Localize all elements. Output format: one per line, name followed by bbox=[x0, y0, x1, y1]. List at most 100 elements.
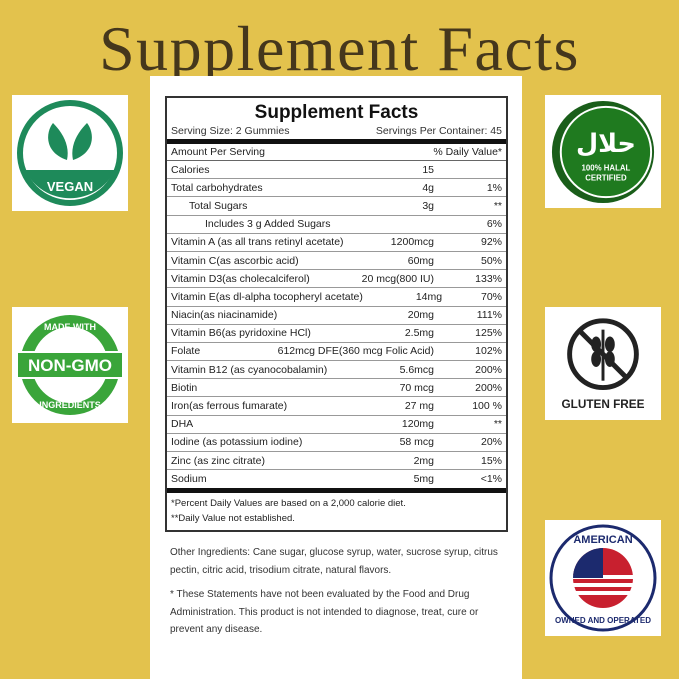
daily-value: 1% bbox=[486, 181, 502, 194]
table-row: Folate 612mcg DFE(360 mcg Folic Acid) 102% bbox=[167, 343, 506, 362]
non-gmo-icon: NON-GMO MADE WITH INGREDIENTS bbox=[16, 315, 124, 415]
nutrient-amount: 20 mcg(800 IU) bbox=[361, 272, 434, 285]
table-row: Total Sugars 3g ** bbox=[167, 197, 506, 216]
daily-value: 100 % bbox=[472, 400, 502, 413]
non-gmo-badge: NON-GMO MADE WITH INGREDIENTS bbox=[12, 307, 128, 423]
vegan-text: VEGAN bbox=[47, 179, 93, 194]
table-row: Vitamin C(as ascorbic acid) 60mg 50% bbox=[167, 252, 506, 271]
daily-value: 92% bbox=[480, 236, 502, 249]
daily-value: 200% bbox=[475, 363, 502, 376]
nutrient-amount: 5mg bbox=[413, 473, 434, 486]
nutrient-name: Iodine (as potassium iodine) bbox=[171, 436, 303, 449]
dv-header: % Daily Value* bbox=[433, 146, 502, 158]
daily-value: 50% bbox=[480, 254, 502, 267]
nutrient-amount: 5.6mcg bbox=[399, 363, 434, 376]
halal-badge: حلال 100% HALAL CERTIFIED bbox=[545, 95, 661, 208]
nutrient-amount: 58 mcg bbox=[399, 436, 434, 449]
fda-disclaimer: * These Statements have not been evaluat… bbox=[170, 589, 479, 635]
page-heading: Supplement Facts bbox=[99, 13, 580, 84]
nutrient-name: Vitamin B12 (as cyanocobalamin) bbox=[171, 363, 328, 376]
daily-value: 102% bbox=[475, 345, 502, 358]
nutrient-amount: 27 mg bbox=[404, 400, 434, 413]
servings-per-container: Servings Per Container: 45 bbox=[375, 125, 502, 137]
other-ingredients: Other Ingredients: Cane sugar, glucose s… bbox=[170, 547, 498, 576]
nutrient-amount: 120mg bbox=[401, 418, 434, 431]
nutrient-amount: 20mg bbox=[407, 309, 434, 322]
nutrient-name: Calories bbox=[171, 163, 210, 176]
nutrient-amount: 1200mcg bbox=[390, 236, 434, 249]
nutrient-name: Sodium bbox=[171, 473, 207, 486]
label-panel: Supplement Facts Serving Size: 2 Gummies… bbox=[150, 76, 522, 679]
table-row: Sodium 5mg <1% bbox=[167, 470, 506, 488]
daily-value: ** bbox=[493, 418, 502, 431]
nutrient-name: Vitamin A (as all trans retinyl acetate) bbox=[171, 236, 344, 249]
nutrient-name: Vitamin B6(as pyridoxine HCl) bbox=[171, 327, 311, 340]
nutrient-name: Niacin(as niacinamide) bbox=[171, 309, 278, 322]
nutrient-amount: 60mg bbox=[407, 254, 434, 267]
table-row: Calories 15 bbox=[167, 161, 506, 180]
nutrient-name: Biotin bbox=[171, 381, 198, 394]
divider bbox=[167, 139, 506, 144]
amount-header: Amount Per Serving bbox=[171, 146, 265, 158]
vegan-badge: VEGAN bbox=[12, 95, 128, 211]
table-row: Vitamin E(as dl-alpha tocopheryl acetate… bbox=[167, 288, 506, 307]
certified-text: CERTIFIED bbox=[585, 173, 627, 182]
nutrient-amount: 4g bbox=[422, 181, 434, 194]
nutrient-amount: 2.5mg bbox=[404, 327, 434, 340]
daily-value: 6% bbox=[486, 218, 502, 231]
table-row: DHA 120mg ** bbox=[167, 416, 506, 434]
gluten-free-badge: GLUTEN FREE bbox=[545, 307, 661, 420]
nutrient-amount: 612mcg DFE(360 mcg Folic Acid) bbox=[277, 345, 434, 358]
daily-value: 125% bbox=[475, 327, 502, 340]
nutrient-name: Folate bbox=[171, 345, 201, 358]
nutrient-amount: 15 bbox=[422, 163, 434, 176]
nutrient-name: Zinc (as zinc citrate) bbox=[171, 454, 265, 467]
wheat-crossed-icon: GLUTEN FREE bbox=[561, 317, 645, 411]
table-row: Niacin(as niacinamide) 20mg 111% bbox=[167, 307, 506, 325]
owned-operated-text: OWNED AND OPERATED bbox=[555, 616, 651, 625]
nutrient-amount: 70 mcg bbox=[399, 381, 434, 394]
nutrient-name: DHA bbox=[171, 418, 194, 431]
supplement-facts-table: Supplement Facts Serving Size: 2 Gummies… bbox=[165, 96, 508, 532]
nutrient-amount: 2mg bbox=[413, 454, 434, 467]
footnote: *Percent Daily Values are based on a 2,0… bbox=[171, 498, 406, 510]
nutrient-name: Total carbohydrates bbox=[171, 181, 263, 194]
daily-value: <1% bbox=[480, 473, 502, 486]
footnote: **Daily Value not established. bbox=[171, 513, 295, 525]
table-row: Biotin 70 mcg 200% bbox=[167, 379, 506, 398]
table-row: Vitamin B12 (as cyanocobalamin) 5.6mcg 200… bbox=[167, 361, 506, 380]
table-row: Iron(as ferrous fumarate) 27 mg 100 % bbox=[167, 397, 506, 416]
daily-value: 200% bbox=[475, 381, 502, 394]
american-owned-badge: AMERICAN OWNED AND OPERATED bbox=[545, 520, 661, 636]
daily-value: 70% bbox=[480, 290, 502, 303]
made-with-text: MADE WITH bbox=[44, 322, 96, 332]
halal-text: 100% HALAL bbox=[582, 163, 631, 172]
nutrient-amount: 14mg bbox=[415, 290, 443, 303]
daily-value: 15% bbox=[480, 454, 502, 467]
us-flag-icon: AMERICAN OWNED AND OPERATED bbox=[549, 524, 657, 632]
vegan-leaf-icon: VEGAN bbox=[17, 100, 123, 206]
halal-icon: حلال 100% HALAL CERTIFIED bbox=[551, 100, 655, 203]
serving-size: Serving Size: 2 Gummies bbox=[171, 125, 290, 137]
table-row: Zinc (as zinc citrate) 2mg 15% bbox=[167, 452, 506, 471]
nutrient-name: Vitamin E(as dl-alpha tocopheryl acetate… bbox=[171, 290, 363, 303]
daily-value: ** bbox=[493, 199, 502, 212]
nutrient-amount: 3g bbox=[422, 199, 434, 212]
gluten-free-text: GLUTEN FREE bbox=[561, 398, 644, 411]
table-row: Vitamin B6(as pyridoxine HCl) 2.5mg 125% bbox=[167, 325, 506, 343]
nutrient-name: Includes 3 g Added Sugars bbox=[205, 218, 331, 231]
table-row: Iodine (as potassium iodine) 58 mcg 20% bbox=[167, 434, 506, 452]
nutrient-name: Total Sugars bbox=[189, 199, 248, 212]
daily-value: 111% bbox=[476, 309, 502, 322]
american-text: AMERICAN bbox=[573, 534, 632, 546]
nutrient-name: Vitamin D3(as cholecalciferol) bbox=[171, 272, 310, 285]
ingredients-text: INGREDIENTS bbox=[39, 400, 101, 410]
table-row: Total carbohydrates 4g 1% bbox=[167, 179, 506, 198]
nutrient-name: Iron(as ferrous fumarate) bbox=[171, 400, 288, 413]
table-row: Vitamin D3(as cholecalciferol) 20 mcg(800… bbox=[167, 270, 506, 289]
halal-arabic-text: حلال bbox=[576, 129, 636, 159]
nutrient-name: Vitamin C(as ascorbic acid) bbox=[171, 254, 299, 267]
label-title: Supplement Facts bbox=[254, 102, 419, 123]
table-header: Amount Per Serving % Daily Value* bbox=[167, 144, 506, 161]
daily-value: 20% bbox=[480, 436, 502, 449]
